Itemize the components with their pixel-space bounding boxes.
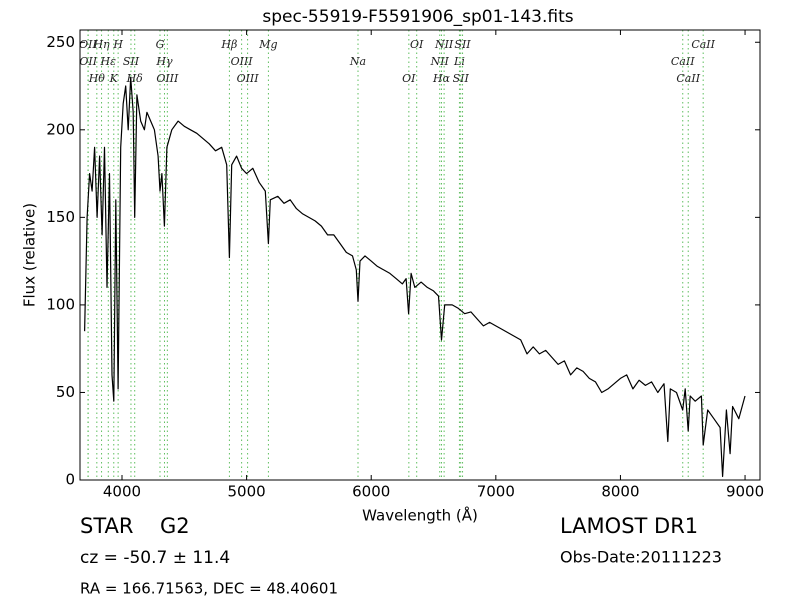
y-tick-label: 250 [46, 33, 75, 51]
spectral-line-label: SII [453, 72, 470, 85]
spectral-line-label: Hγ [155, 55, 173, 68]
x-tick-label: 7000 [477, 483, 515, 501]
redshift: cz = -50.7 ± 11.4 [80, 548, 230, 568]
plot-frame [79, 29, 761, 481]
y-tick-label: 100 [46, 295, 75, 313]
spectral-line-label: G [156, 38, 165, 51]
spectral-line-label: SII [123, 55, 140, 68]
x-tick-label: 8000 [601, 483, 639, 501]
spectral-line-label: OI [410, 38, 424, 51]
survey: LAMOST DR1 [560, 514, 698, 538]
spectral-line-label: CaII [691, 38, 715, 51]
spectral-line-label: Na [349, 55, 366, 68]
spectral-line-label: Li [453, 55, 465, 68]
spectral-line-label: Hε [100, 55, 117, 68]
y-tick-label: 150 [46, 208, 75, 226]
spectral-line-label: OIII [231, 55, 254, 68]
coordinates: RA = 166.71563, DEC = 48.40601 [80, 580, 338, 598]
object-class: STAR [80, 514, 133, 538]
x-tick-label: 6000 [352, 483, 390, 501]
spectral-line-label: Hη [92, 38, 110, 51]
obs-date: Obs-Date:20111223 [560, 548, 722, 567]
x-tick-label: 9000 [726, 483, 764, 501]
spectral-line-label: Hα [432, 72, 451, 85]
subclass: G2 [160, 514, 190, 538]
spectrum-line [84, 76, 746, 478]
chart-title: spec-55919-F5591906_sp01-143.fits [262, 7, 573, 27]
x-tick-label: 4000 [103, 483, 141, 501]
y-tick-label: 50 [56, 383, 75, 401]
spectral-line-label: Hδ [126, 72, 144, 85]
spectral-line-label: NII [434, 38, 454, 51]
spectral-line-label: CaII [676, 72, 700, 85]
y-tick-label: 0 [65, 471, 75, 489]
spectral-line-label: H [112, 38, 123, 51]
spectral-line-label: Hθ [88, 72, 106, 85]
spectral-line-label: K [109, 72, 119, 85]
y-tick-label: 200 [46, 120, 75, 138]
spectral-line-label: SII [454, 38, 471, 51]
spectral-line-label: OIII [237, 72, 260, 85]
spectral-line-label: Hβ [220, 38, 237, 51]
x-tick-label: 5000 [228, 483, 266, 501]
spectral-line-label: NII [430, 55, 450, 68]
x-axis-label: Wavelength (Å) [362, 506, 478, 525]
spectral-line-label: OI [402, 72, 416, 85]
spectral-line-label: OIII [156, 72, 179, 85]
spectral-line-label: CaII [671, 55, 695, 68]
y-axis-label: Flux (relative) [21, 203, 39, 307]
spectral-line-label: Mg [258, 38, 277, 51]
spectral-line-label: OII [79, 55, 97, 68]
